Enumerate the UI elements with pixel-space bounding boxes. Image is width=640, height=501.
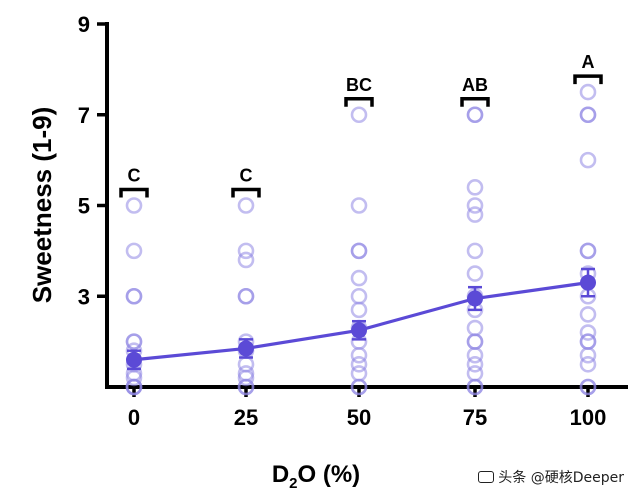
x-tick-label-50: 50: [347, 405, 371, 430]
individual-rating-point: [125, 369, 143, 387]
individual-rating-point: [350, 287, 368, 305]
y-tick-label-7: 7: [78, 103, 90, 128]
individual-rating-point: [350, 365, 368, 382]
individual-rating-point: [579, 306, 597, 323]
individual-rating-point: [466, 242, 484, 260]
individual-points-layer: [125, 83, 597, 396]
individual-rating-point: [579, 333, 597, 350]
individual-rating-point: [466, 206, 484, 223]
individual-rating-point: [237, 287, 255, 305]
individual-rating-point: [466, 333, 484, 350]
x-axis-label-part-1: D: [272, 461, 289, 488]
y-axis-label: Sweetness (1-9): [27, 107, 57, 304]
individual-rating-point: [125, 287, 143, 305]
x-tick-label-100: 100: [570, 405, 607, 430]
individual-rating-point: [466, 356, 484, 373]
individual-rating-point: [125, 333, 143, 350]
axes-layer: 3 5 7 9 0 25 50 75 100: [78, 12, 628, 430]
individual-rating-point: [350, 346, 368, 364]
individual-rating-point: [466, 197, 484, 214]
significance-bracket: [573, 74, 603, 85]
individual-rating-point: [579, 378, 597, 396]
individual-rating-point: [350, 106, 368, 124]
mean-point-0: [126, 351, 142, 368]
individual-rating-point: [350, 301, 368, 319]
mean-point-100: [580, 274, 596, 291]
individual-rating-point: [237, 242, 255, 260]
individual-rating-point: [125, 378, 143, 396]
individual-rating-point: [125, 242, 143, 260]
mean-point-25: [238, 340, 254, 357]
individual-rating-point: [579, 151, 597, 169]
individual-rating-point: [237, 251, 255, 269]
mean-layer: [126, 267, 596, 371]
significance-letter-0: C: [128, 166, 141, 186]
individual-rating-point: [237, 197, 255, 214]
mean-point-75: [467, 290, 483, 307]
watermark: 头条 @硬核Deeper: [478, 467, 624, 487]
individual-rating-point: [579, 356, 597, 373]
y-tick-label-5: 5: [78, 194, 90, 219]
individual-rating-point: [579, 324, 597, 341]
y-tick-label-9: 9: [78, 12, 90, 37]
significance-bracket: [460, 97, 490, 107]
x-tick-label-0: 0: [128, 405, 140, 430]
individual-rating-point: [466, 365, 484, 382]
individual-rating-point: [579, 242, 597, 260]
individual-rating-point: [125, 197, 143, 214]
individual-rating-point: [350, 378, 368, 396]
x-tick-label-75: 75: [463, 405, 487, 430]
significance-layer: C C BC AB A: [119, 52, 603, 198]
significance-letter-25: C: [240, 166, 253, 186]
watermark-logo-icon: [478, 471, 495, 483]
individual-rating-point: [466, 319, 484, 337]
individual-rating-point: [579, 346, 597, 364]
y-tick-label-3: 3: [78, 284, 90, 309]
x-axis-label-subscript: 2: [289, 475, 297, 492]
x-tick-label-25: 25: [234, 405, 258, 430]
individual-rating-point: [466, 265, 484, 282]
mean-point-50: [351, 322, 367, 339]
individual-rating-point: [350, 269, 368, 287]
individual-rating-point: [466, 378, 484, 396]
individual-rating-point: [237, 378, 255, 396]
individual-rating-point: [350, 242, 368, 260]
individual-rating-point: [466, 346, 484, 364]
individual-rating-point: [350, 197, 368, 214]
significance-letter-100: A: [582, 52, 595, 72]
significance-letter-75: AB: [462, 75, 488, 95]
significance-bracket: [231, 187, 261, 198]
significance-letter-50: BC: [346, 75, 372, 95]
individual-rating-point: [579, 106, 597, 124]
x-axis-label-part-2: O (%): [298, 461, 361, 488]
individual-rating-point: [237, 369, 255, 387]
x-axis-label: D2O (%): [272, 461, 360, 492]
individual-rating-point: [466, 106, 484, 124]
significance-bracket: [119, 187, 149, 198]
individual-rating-point: [466, 179, 484, 196]
individual-rating-point: [579, 83, 597, 101]
significance-bracket: [344, 97, 374, 107]
watermark-text: 头条 @硬核Deeper: [498, 470, 624, 486]
individual-rating-point: [350, 356, 368, 373]
